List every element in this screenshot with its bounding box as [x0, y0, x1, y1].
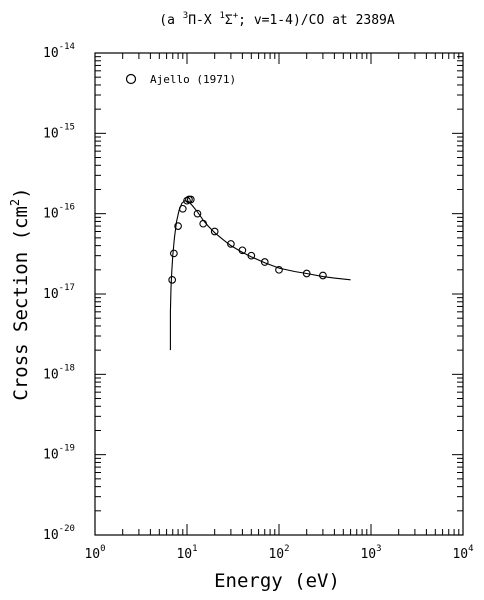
y-tick-label-exponent: -20 — [59, 524, 75, 534]
data-point — [319, 271, 327, 280]
y-tick-label-exponent: -14 — [59, 42, 75, 52]
x-tick-label-exponent: 1 — [192, 544, 197, 554]
legend: Ajello (1971) — [125, 73, 236, 86]
data-point — [227, 240, 235, 248]
y-tick-label: 10-18 — [43, 363, 75, 382]
y-tick-label-base: 10 — [43, 46, 59, 61]
x-tick-label: 102 — [268, 544, 289, 562]
x-tick-label-base: 10 — [84, 547, 100, 562]
title-superscript-3: 3 — [183, 11, 188, 21]
data-point — [170, 249, 178, 258]
y-tick-label-exponent: -17 — [59, 283, 75, 293]
y-tick-label: 10-15 — [43, 122, 75, 141]
y-tick-label: 10-19 — [43, 444, 75, 463]
y-axis-label-superscript: 2 — [8, 199, 22, 206]
data-point — [199, 219, 208, 228]
title-superscript-1: 1 — [220, 11, 225, 21]
y-tick-label-base: 10 — [43, 367, 59, 382]
y-tick-label-base: 10 — [43, 448, 59, 463]
y-tick-label: 10-16 — [43, 203, 75, 222]
x-tick-label-exponent: 3 — [376, 544, 381, 554]
x-tick-label: 104 — [452, 544, 473, 562]
data-point — [186, 195, 195, 204]
data-points-group — [168, 195, 327, 284]
y-tick-label-base: 10 — [43, 528, 59, 543]
x-tick-label: 100 — [84, 544, 105, 562]
x-tick-label-exponent: 4 — [468, 544, 473, 554]
title-prefix: (a — [159, 13, 182, 28]
data-point — [210, 227, 219, 236]
title-superscript-plus: + — [233, 11, 239, 21]
y-tick-label-exponent: -19 — [59, 444, 75, 454]
x-tick-label: 103 — [360, 544, 381, 562]
data-point — [178, 204, 187, 213]
x-tick-label-base: 10 — [452, 547, 468, 562]
y-tick-label-base: 10 — [43, 207, 59, 222]
x-tick-label-base: 10 — [360, 547, 376, 562]
data-point — [247, 251, 256, 260]
x-tick-label-base: 10 — [176, 547, 192, 562]
fit-curve — [169, 200, 351, 351]
legend-marker-open-circle — [125, 73, 137, 85]
fit-curve-group — [169, 200, 351, 351]
x-tick-label-base: 10 — [268, 547, 284, 562]
data-point — [168, 276, 177, 284]
y-tick-label: 10-20 — [43, 524, 75, 543]
y-axis-label-close: ) — [10, 187, 32, 198]
title-suffix: ; v=1-4)/CO at 2389A — [238, 13, 395, 28]
x-tick-label: 101 — [176, 544, 197, 562]
y-tick-label: 10-17 — [43, 283, 75, 302]
x-tick-label-exponent: 2 — [284, 544, 289, 554]
data-point — [260, 258, 269, 266]
plot-frame — [94, 52, 464, 536]
axis-tick-labels: 100 101 102 103 10410-1410-1510-1610-1710-18… — [43, 42, 474, 562]
data-point — [183, 196, 191, 205]
y-axis-label-text: Cross Section (cm — [10, 206, 32, 400]
data-point — [238, 246, 247, 255]
title-sigma: Σ — [225, 13, 233, 28]
data-point — [275, 265, 283, 274]
y-tick-label-exponent: -15 — [59, 122, 75, 132]
y-tick-label-exponent: -16 — [59, 203, 75, 213]
data-point — [174, 222, 182, 230]
y-tick-label-exponent: -18 — [59, 363, 75, 373]
y-tick-label-base: 10 — [43, 287, 59, 302]
y-tick-label-base: 10 — [43, 126, 59, 141]
axis-ticks — [95, 53, 463, 535]
y-axis-label: Cross Section (cm2) — [8, 187, 32, 400]
data-point — [193, 209, 202, 218]
legend-label: Ajello (1971) — [150, 73, 236, 86]
chart-title: (a 3Π-X 1Σ+; v=1-4)/CO at 2389A — [159, 11, 395, 28]
title-pi-x: Π-X — [188, 13, 219, 28]
x-tick-label-exponent: 0 — [100, 544, 105, 554]
y-tick-label: 10-14 — [43, 42, 75, 61]
data-point — [302, 269, 311, 278]
x-axis-label: Energy (eV) — [214, 570, 340, 592]
